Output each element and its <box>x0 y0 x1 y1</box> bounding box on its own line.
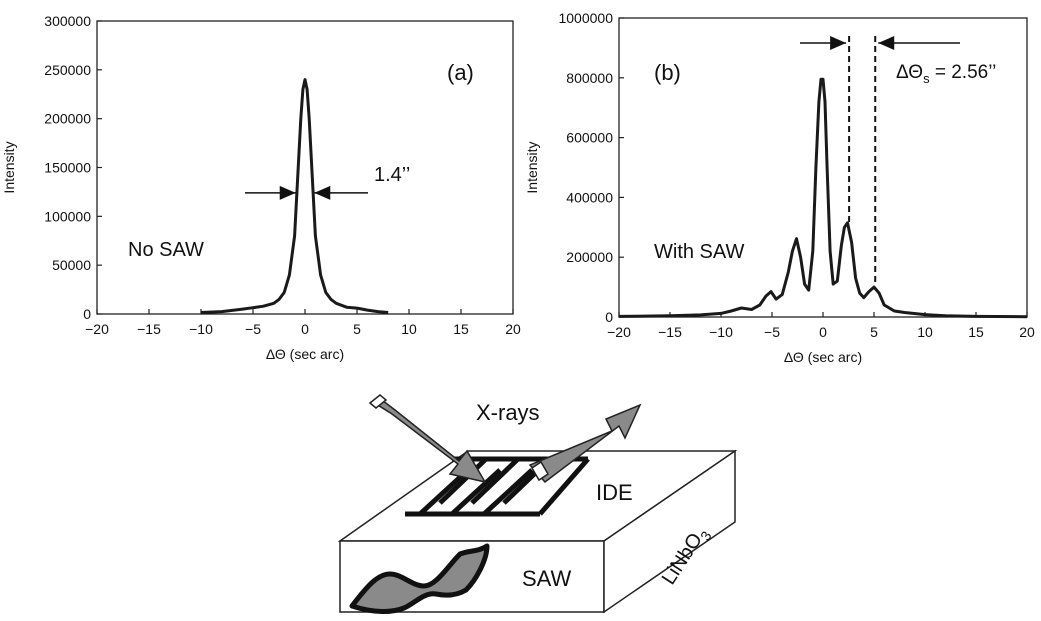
x-tick-label: 15 <box>453 321 469 337</box>
x-tick-label: −10 <box>709 324 733 340</box>
x-tick-label: 10 <box>401 321 417 337</box>
x-tick-label: −5 <box>245 321 261 337</box>
saw-wave-shape <box>349 543 490 614</box>
x-tick-label: 0 <box>301 321 309 337</box>
saw-label: SAW <box>522 566 572 591</box>
ide-electrodes <box>405 456 590 517</box>
panel-label: (b) <box>654 60 681 85</box>
substrate-side-face <box>603 449 736 614</box>
x-tick-label: 10 <box>917 324 933 340</box>
x-tick-label: −20 <box>85 321 109 337</box>
y-tick-label: 100000 <box>44 208 91 224</box>
ide-label: IDE <box>596 480 633 505</box>
data-line <box>618 77 1028 319</box>
x-tick-label: 20 <box>505 321 521 337</box>
x-tick-label: 5 <box>353 321 361 337</box>
ide-finger <box>418 468 470 516</box>
spacing-label-main: ΔΘ <box>896 62 923 83</box>
incoming-xray-arrow <box>368 394 487 484</box>
chart-b: −20 −15 −10 −5 0 5 10 15 20 0 200000 400000 600000 80… <box>524 10 1035 365</box>
x-tick-label: 5 <box>870 324 878 340</box>
spacing-label: ΔΘs = 2.56’’ <box>896 62 996 86</box>
y-tick-label: 400000 <box>566 189 613 205</box>
arrow-head <box>830 36 847 50</box>
y-tick-label: 300000 <box>44 13 91 29</box>
arrow-head <box>279 185 296 200</box>
y-axis-label: Intensity <box>1 141 17 193</box>
x-tick-label: −15 <box>658 324 682 340</box>
outgoing-xray-arrow <box>528 403 642 484</box>
saw-schematic: X-rays IDE SAW LiNbO3 <box>337 394 738 614</box>
x-axis-label: ΔΘ (sec arc) <box>784 349 862 365</box>
condition-annotation: No SAW <box>128 239 204 261</box>
x-axis-label: ΔΘ (sec arc) <box>266 346 344 362</box>
y-tick-label: 1000000 <box>558 10 613 26</box>
y-tick-label: 150000 <box>44 160 91 176</box>
ide-busbar-right <box>538 457 590 516</box>
arrow-head <box>314 185 331 200</box>
x-tick-label: 15 <box>968 324 984 340</box>
chart-a: −20 −15 −10 −5 0 5 10 15 20 0 50000 100000 150000 200… <box>1 13 521 362</box>
arrow-head <box>878 36 895 50</box>
ide-finger <box>450 468 502 516</box>
y-tick-label: 200000 <box>566 249 613 265</box>
y-tick-label: 50000 <box>52 257 91 273</box>
x-tick-label: −5 <box>764 324 780 340</box>
ide-finger <box>482 468 534 516</box>
y-axis-label: Intensity <box>524 141 540 193</box>
y-tick-label: 800000 <box>566 70 613 86</box>
y-tick-label: 250000 <box>44 62 91 78</box>
x-tick-label: −10 <box>189 321 213 337</box>
y-tick-label: 200000 <box>44 111 91 127</box>
data-line <box>200 78 389 314</box>
condition-annotation: With SAW <box>654 241 744 263</box>
y-tick-label: 0 <box>605 309 613 325</box>
spacing-label-sub: s <box>923 71 930 86</box>
y-tick-label: 0 <box>83 306 91 322</box>
panel-label: (a) <box>447 60 474 85</box>
ide-finger <box>438 457 488 505</box>
y-tick-label: 600000 <box>566 130 613 146</box>
fwhm-label: 1.4’’ <box>374 164 410 186</box>
x-tick-label: −15 <box>137 321 161 337</box>
x-tick-label: −20 <box>607 324 631 340</box>
x-tick-label: 0 <box>819 324 827 340</box>
ide-finger <box>470 457 520 505</box>
xrays-label: X-rays <box>476 400 540 425</box>
x-tick-label: 20 <box>1019 324 1035 340</box>
spacing-label-value: = 2.56’’ <box>930 62 997 83</box>
